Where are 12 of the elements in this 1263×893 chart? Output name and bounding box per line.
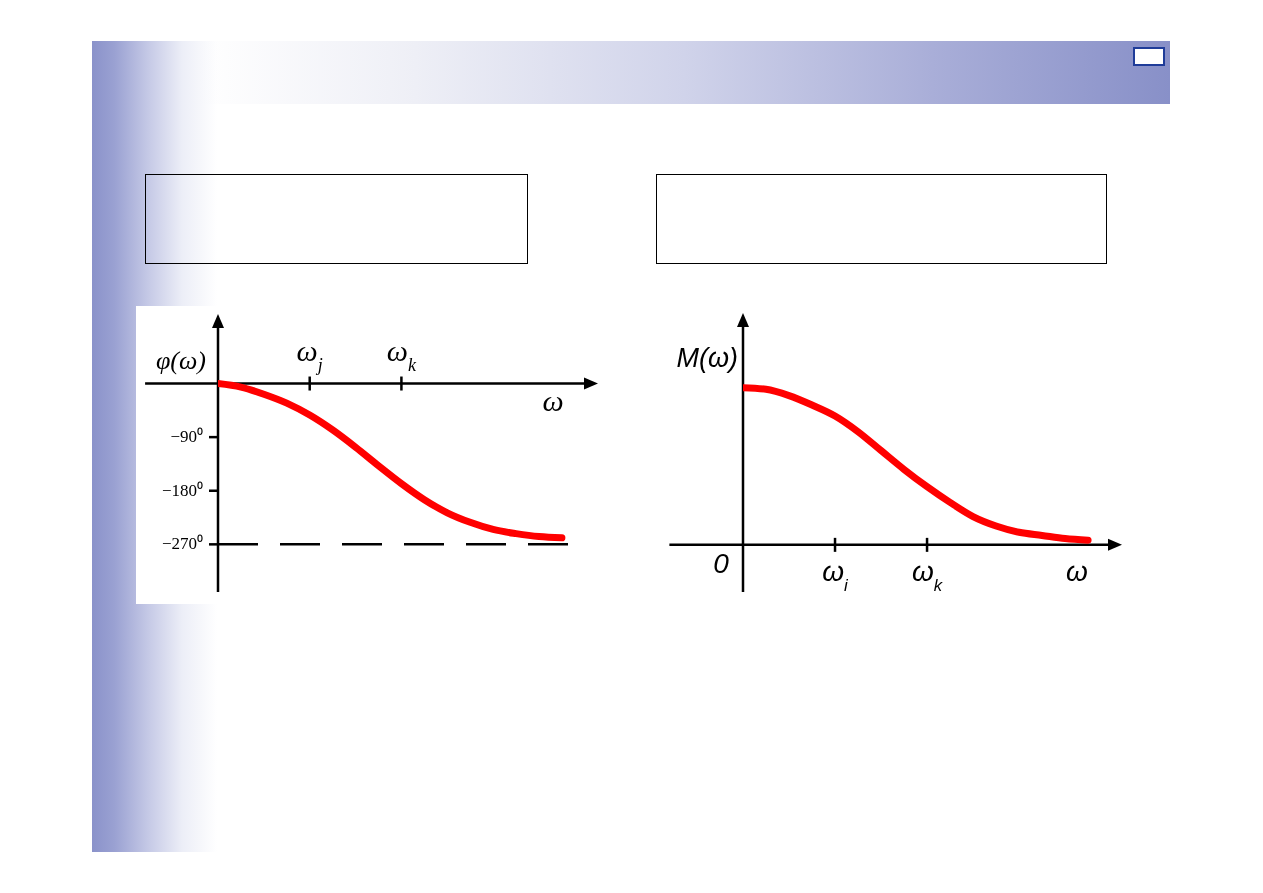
x-tick-label: ω$_{k}$	[386, 333, 418, 375]
x-axis-title: ω	[542, 383, 564, 417]
y-tick-label: −90⁰	[170, 427, 203, 447]
text: 0	[713, 547, 730, 579]
y-tick-label: −270⁰	[161, 534, 203, 554]
y-axis-title: M(ω)	[676, 343, 738, 373]
x-tick-label: ω$_{k}$	[911, 555, 944, 595]
y-tick-label: −180⁰	[161, 480, 203, 500]
x-tick-label: ω$_{j}$	[296, 333, 323, 375]
y-axis-title: φ(ω)	[155, 346, 206, 375]
x-axis-title: ω	[1066, 555, 1088, 587]
x-tick-label: ω$_{i}$	[822, 555, 850, 595]
